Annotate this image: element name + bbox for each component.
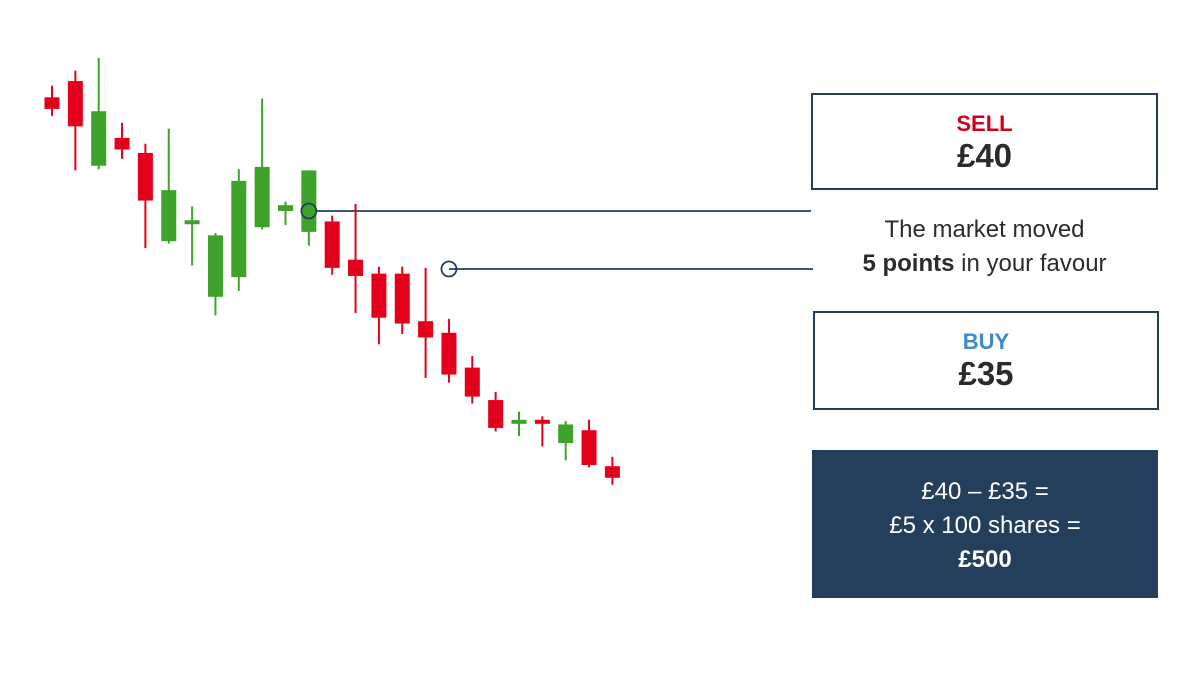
candle-body	[301, 170, 317, 232]
candle-body	[44, 97, 60, 109]
candle-body	[254, 166, 270, 228]
candle-body	[67, 81, 83, 127]
candle-body	[161, 190, 177, 242]
buy-marker	[440, 260, 458, 278]
candle-body	[534, 419, 550, 424]
candle-body	[348, 259, 364, 276]
candle-body	[418, 321, 434, 338]
candle-body	[441, 332, 457, 375]
candle-body	[371, 273, 387, 318]
note-line-2: 5 points in your favour	[811, 247, 1158, 281]
calc-result: £500	[812, 543, 1158, 577]
calc-line-1: £40 – £35 =	[921, 478, 1049, 505]
note-points: 5 points	[862, 250, 955, 277]
note-line-1: The market moved	[884, 216, 1085, 243]
profit-calculation: £40 – £35 = £5 x 100 shares = £500	[812, 450, 1158, 598]
candle-body	[231, 180, 247, 278]
sell-box: SELL £40	[811, 93, 1158, 190]
note-rest: in your favour	[961, 250, 1107, 277]
buy-price: £35	[958, 355, 1014, 392]
candle-body	[207, 235, 223, 297]
candle-body	[91, 111, 107, 166]
candle-body	[604, 466, 620, 478]
candle-body	[581, 430, 597, 466]
calc-line-2: £5 x 100 shares =	[889, 512, 1081, 539]
candle-body	[488, 400, 504, 428]
market-move-note: The market moved 5 points in your favour	[811, 213, 1158, 281]
candle-body	[278, 205, 293, 211]
sell-marker	[300, 202, 318, 220]
buy-label: BUY	[962, 329, 1010, 354]
buy-box: BUY £35	[813, 311, 1159, 410]
calc-result-value: £500	[958, 546, 1012, 573]
candle-body	[511, 419, 527, 424]
candle-body	[184, 220, 200, 225]
candle-body	[394, 273, 410, 324]
candle-body	[558, 424, 574, 443]
candle-body	[464, 367, 480, 397]
candle-body	[324, 221, 340, 268]
candle-body	[114, 137, 130, 150]
sell-label: SELL	[956, 111, 1013, 136]
candle-body	[137, 153, 153, 201]
sell-price: £40	[956, 137, 1013, 174]
